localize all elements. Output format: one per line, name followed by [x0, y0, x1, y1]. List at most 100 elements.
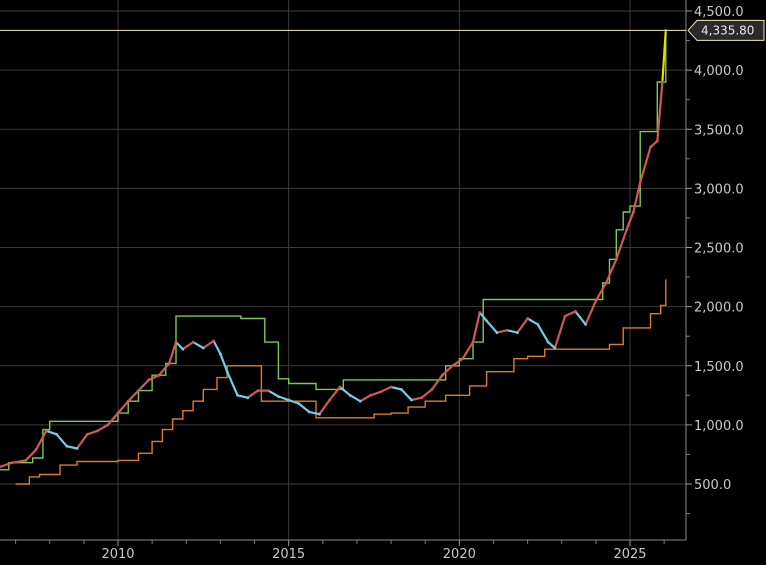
price-point — [225, 370, 229, 374]
price-point — [246, 396, 250, 400]
price-segment — [157, 362, 171, 377]
price-segment — [349, 394, 362, 403]
price-segment — [390, 385, 403, 391]
price-segment — [45, 429, 58, 436]
price-point — [430, 388, 434, 391]
price-segment — [553, 315, 567, 350]
price-segment — [181, 341, 195, 351]
grid — [0, 0, 686, 540]
price-segment — [116, 400, 130, 415]
x-tick-label: 2025 — [613, 547, 646, 562]
price-segment — [318, 398, 331, 416]
price-segment — [369, 390, 382, 397]
price-point — [638, 181, 642, 184]
price-point — [65, 444, 69, 448]
price-segment — [485, 319, 498, 334]
price-segment — [202, 339, 215, 350]
price-point — [85, 432, 89, 436]
price-point — [485, 319, 488, 323]
price-segment — [420, 388, 434, 399]
axes: 500.0 1,000.0 1,500.0 2,000.0 2,500.0 3,000.0… — [0, 0, 744, 562]
price-point — [44, 429, 48, 433]
price-segment — [192, 341, 205, 350]
price-segment — [287, 398, 300, 405]
price-segment — [526, 317, 539, 326]
price-point — [174, 340, 178, 344]
price-point — [256, 389, 260, 392]
price-point — [495, 331, 499, 334]
price-point — [55, 432, 58, 436]
y-tick-label: 3,500.0 — [694, 123, 744, 138]
price-segment — [574, 310, 587, 326]
price-segment — [65, 445, 79, 450]
price-segment — [441, 364, 454, 377]
price-segment — [174, 341, 184, 351]
price-segment — [106, 412, 120, 426]
price-point — [157, 373, 161, 377]
price-point — [277, 395, 280, 398]
price-segment — [0, 461, 14, 469]
price-segment — [410, 396, 423, 402]
price-segment — [267, 389, 280, 398]
price-point — [307, 410, 311, 414]
y-tick-label: 3,000.0 — [694, 182, 744, 197]
price-point — [614, 257, 618, 261]
price-point — [649, 145, 652, 149]
price-segment — [219, 352, 229, 373]
last-price-label: 4,335.80 — [701, 23, 754, 37]
price-segment — [632, 181, 642, 214]
price-segment — [584, 299, 598, 326]
price-segment — [546, 341, 557, 350]
price-segment — [359, 394, 372, 403]
price-segment — [471, 311, 481, 344]
price-point — [75, 447, 79, 450]
price-point — [297, 402, 301, 405]
price-point — [328, 398, 331, 402]
price-point — [358, 399, 362, 403]
x-tick-label: 2020 — [443, 547, 476, 562]
price-point — [478, 311, 482, 314]
price-segment — [516, 317, 529, 334]
price-point — [553, 346, 557, 350]
price-segment — [495, 329, 509, 334]
price-point — [126, 399, 130, 403]
price-segment — [536, 323, 550, 344]
price-segment — [127, 389, 140, 403]
price-point — [661, 80, 664, 84]
price-point — [181, 347, 185, 351]
price-point — [338, 385, 342, 389]
price-segment — [604, 258, 618, 285]
price-segment — [656, 80, 664, 143]
price-segment — [649, 140, 659, 149]
price-segment — [277, 395, 290, 402]
price-point — [451, 364, 454, 368]
price-point — [461, 357, 465, 361]
price-segment — [34, 429, 48, 451]
y-tick-label: 500.0 — [694, 478, 731, 493]
y-tick-label: 1,000.0 — [694, 419, 744, 434]
price-point — [318, 412, 321, 416]
price-segment — [328, 385, 341, 402]
price-segment — [147, 374, 161, 381]
price-point — [440, 373, 444, 377]
price-segment — [212, 339, 222, 355]
y-tick-label: 2,500.0 — [694, 242, 744, 257]
price-point — [212, 339, 216, 343]
price-point — [410, 398, 413, 402]
price-segment — [338, 385, 352, 397]
price-point — [191, 340, 195, 344]
price-point — [584, 323, 587, 326]
x-tick-label: 2010 — [101, 547, 134, 562]
price-segment — [430, 374, 444, 391]
price-point — [348, 393, 352, 397]
price-point — [167, 362, 171, 365]
price-segment — [297, 402, 311, 413]
price-segment — [86, 429, 99, 436]
price-segment — [236, 394, 249, 399]
price-segment — [661, 29, 667, 84]
lower-band-line — [15, 279, 667, 485]
price-point — [574, 310, 577, 313]
price-point — [106, 423, 110, 427]
y-tick-label: 2,000.0 — [694, 301, 744, 316]
price-point — [505, 328, 509, 332]
